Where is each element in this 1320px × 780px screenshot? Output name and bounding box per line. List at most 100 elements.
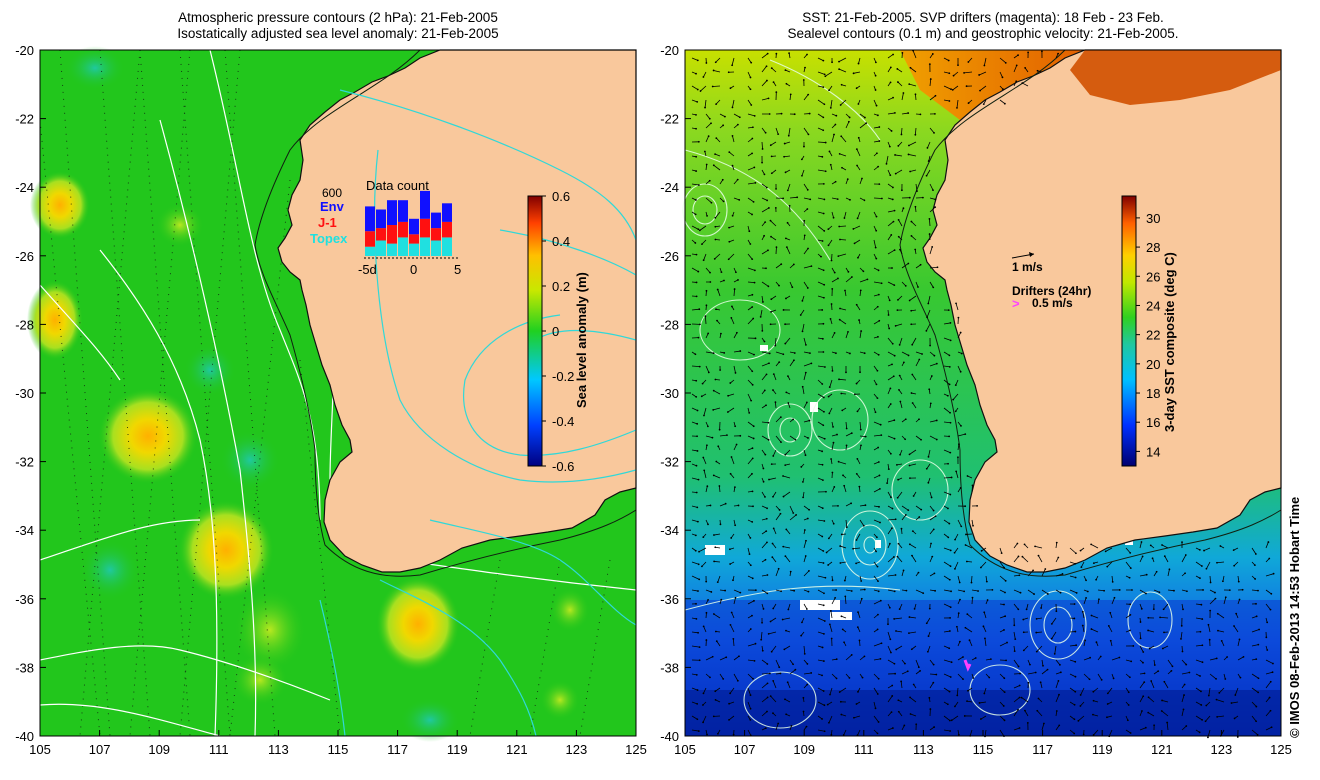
velocity-vector (873, 575, 879, 582)
velocity-vector-head (829, 163, 832, 166)
velocity-vector (803, 265, 812, 269)
velocity-vector (786, 247, 791, 255)
velocity-vector-head (695, 253, 698, 256)
colorbar-tick-label: 26 (1146, 269, 1160, 284)
velocity-vector (1080, 687, 1085, 696)
velocity-vector (747, 701, 751, 709)
velocity-vector (731, 612, 735, 619)
velocity-vector (761, 249, 769, 255)
velocity-vector-head (754, 181, 757, 184)
velocity-vector-head (843, 579, 846, 582)
velocity-vector (873, 687, 879, 695)
velocity-vector (825, 71, 833, 77)
velocity-vector-head (1209, 609, 1212, 612)
velocity-vector-head (823, 592, 825, 595)
velocity-vector-head (784, 555, 787, 557)
velocity-vector-head (900, 527, 903, 530)
velocity-vector (783, 491, 791, 497)
velocity-vector-head (749, 718, 752, 721)
velocity-vector-head (1050, 637, 1053, 640)
velocity-vector (703, 407, 707, 416)
velocity-vector (831, 486, 835, 493)
velocity-vector-head (988, 676, 991, 679)
sst-colorbar-label: 3-day SST composite (deg C) (1162, 252, 1177, 432)
velocity-vector-head (830, 259, 833, 262)
velocity-vector (1013, 603, 1019, 610)
data-count-bar-env (376, 209, 386, 229)
velocity-vector-head (876, 152, 878, 155)
velocity-vector-head (838, 691, 841, 693)
velocity-vector-head (911, 402, 914, 404)
y-tick-label: -40 (660, 729, 679, 744)
velocity-vector-head (893, 618, 896, 620)
velocity-vector (1251, 729, 1258, 736)
velocity-vector (999, 575, 1006, 582)
velocity-vector-head (925, 174, 928, 177)
velocity-vector (1125, 547, 1131, 554)
velocity-vector-head (840, 533, 843, 536)
velocity-vector-head (698, 578, 701, 581)
velocity-vector (901, 127, 903, 135)
velocity-vector (886, 155, 889, 164)
velocity-vector-head (1074, 675, 1077, 678)
velocity-vector-head (893, 437, 896, 440)
velocity-vector (1181, 554, 1187, 563)
velocity-vector-head (909, 66, 912, 69)
velocity-vector (785, 555, 791, 563)
velocity-vector-head (934, 94, 937, 97)
velocity-vector-head (1073, 718, 1076, 721)
velocity-vector (952, 85, 959, 91)
velocity-vector (915, 351, 923, 355)
velocity-vector-head (919, 669, 921, 672)
velocity-vector-head (893, 590, 896, 593)
velocity-vector-head (905, 589, 908, 592)
velocity-vector-head (946, 394, 949, 397)
velocity-vector-head (751, 457, 754, 460)
x-tick-label: 107 (89, 742, 111, 757)
velocity-vector-head (891, 186, 894, 189)
velocity-vector-head (848, 677, 851, 679)
velocity-vector-head (898, 374, 901, 377)
velocity-vector-head (802, 496, 805, 499)
velocity-vector-head (1208, 638, 1211, 641)
velocity-vector-head (878, 140, 881, 142)
velocity-vector-head (836, 433, 838, 436)
velocity-vector (1055, 694, 1060, 703)
velocity-vector-head (821, 450, 824, 453)
velocity-vector (911, 337, 917, 345)
velocity-vector (761, 574, 768, 577)
velocity-vector-head (974, 657, 977, 659)
colorbar-tick-label: 14 (1146, 444, 1160, 459)
velocity-vector-head (889, 81, 892, 84)
velocity-vector-head (709, 504, 712, 507)
velocity-vector (1221, 640, 1225, 647)
velocity-vector-head (711, 85, 714, 88)
velocity-vector-head (858, 319, 860, 321)
velocity-vector (728, 715, 735, 721)
velocity-vector (943, 533, 949, 538)
velocity-vector-head (771, 542, 774, 545)
velocity-vector-head (803, 652, 806, 655)
velocity-vector (719, 434, 727, 437)
velocity-vector-head (774, 401, 777, 404)
velocity-vector-head (857, 62, 860, 65)
velocity-vector-head (707, 523, 709, 526)
velocity-vector (691, 729, 699, 732)
velocity-vector-head (712, 613, 715, 615)
velocity-vector-head (700, 395, 703, 398)
velocity-vector-head (898, 343, 901, 346)
velocity-vector-head (857, 690, 859, 693)
velocity-vector (775, 723, 779, 731)
velocity-vector-head (705, 62, 708, 64)
velocity-vector (733, 589, 741, 593)
velocity-vector (999, 642, 1008, 647)
velocity-vector-head (964, 544, 967, 546)
velocity-vector (831, 442, 834, 451)
velocity-vector-head (752, 677, 754, 680)
velocity-vector-head (762, 608, 765, 610)
velocity-vector-head (799, 314, 802, 316)
velocity-vector-head (784, 342, 787, 345)
velocity-vector (1093, 687, 1099, 693)
velocity-vector (761, 281, 769, 287)
velocity-vector-head (730, 316, 733, 319)
